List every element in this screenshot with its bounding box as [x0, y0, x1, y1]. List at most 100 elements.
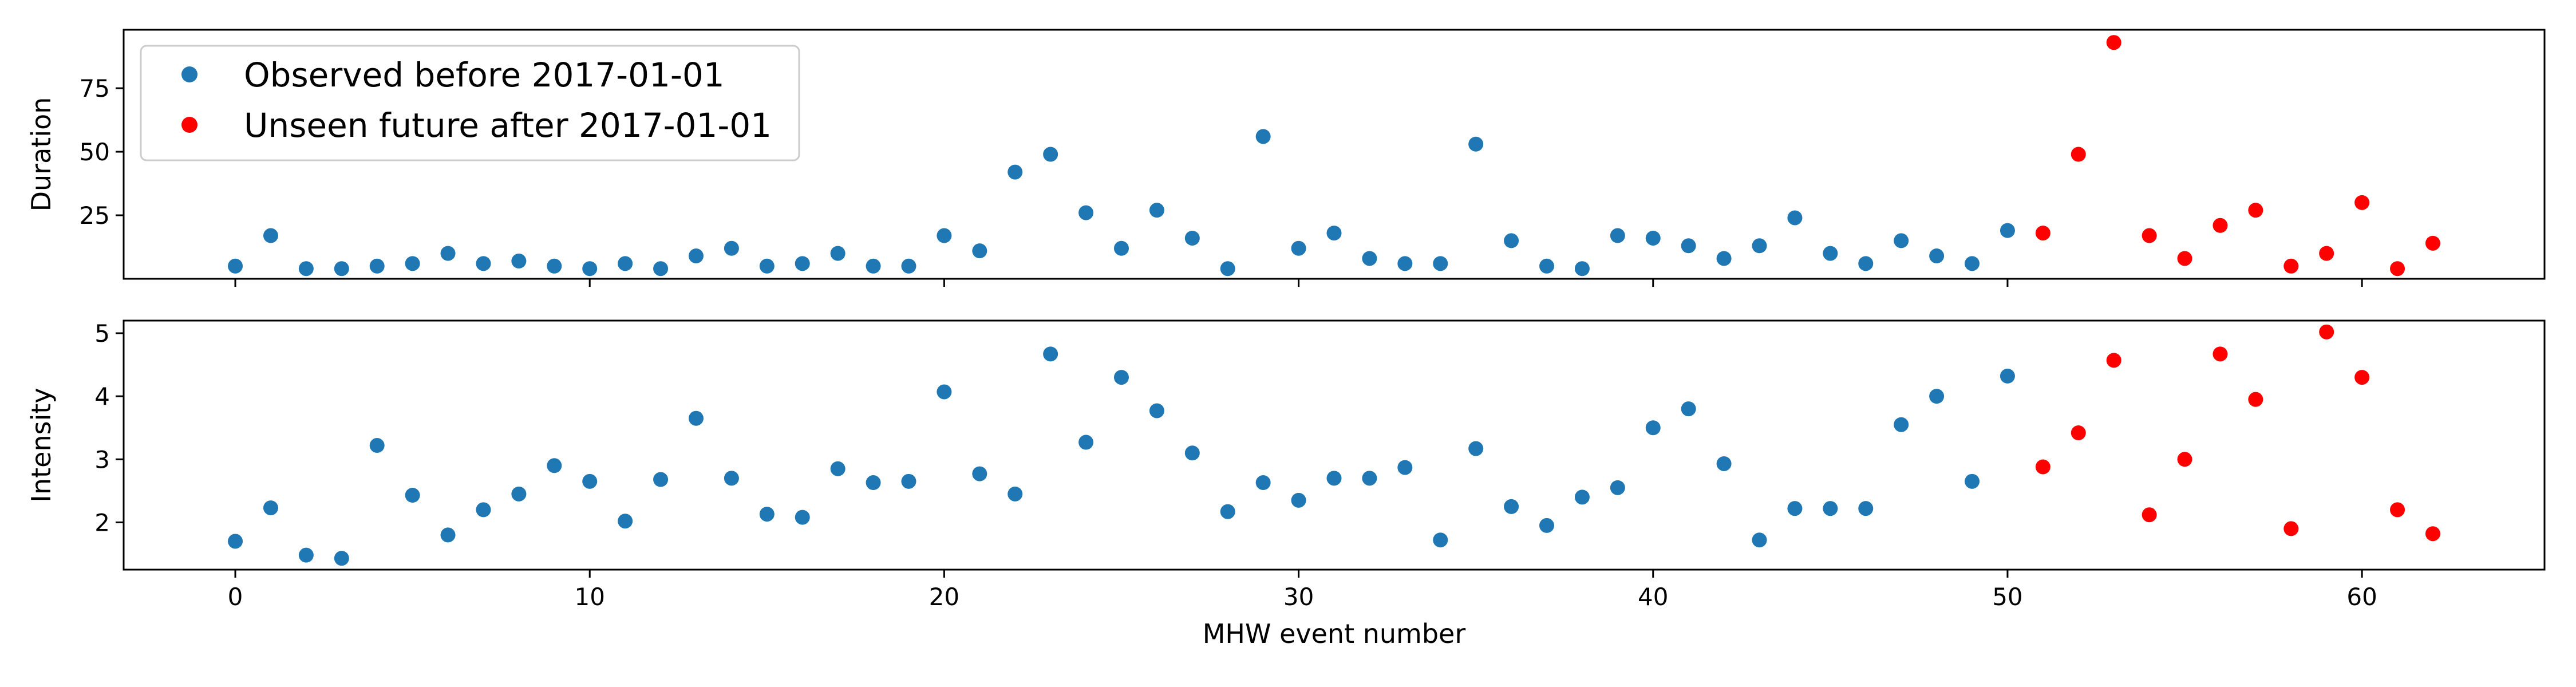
data-point-0-0 — [1752, 238, 1767, 254]
data-point-1-1 — [2106, 353, 2121, 368]
data-point-0-0 — [1008, 164, 1023, 180]
data-point-0-0 — [263, 228, 278, 243]
data-point-0-0 — [937, 228, 952, 243]
data-point-0-0 — [1787, 210, 1803, 226]
data-point-0-0 — [1858, 256, 1874, 271]
data-point-0-1 — [2142, 228, 2157, 243]
data-point-0-0 — [1504, 233, 1519, 248]
data-point-1-0 — [1716, 456, 1732, 471]
plot-frame-1 — [123, 319, 2546, 571]
data-point-0-0 — [1965, 256, 1980, 271]
data-point-1-0 — [1149, 403, 1164, 418]
data-point-0-1 — [2283, 258, 2299, 274]
data-point-1-0 — [830, 461, 846, 476]
data-point-1-1 — [2035, 459, 2050, 475]
data-point-1-0 — [1326, 471, 1342, 486]
data-point-1-0 — [1113, 370, 1129, 385]
data-point-1-0 — [1504, 499, 1519, 514]
data-point-0-1 — [2035, 226, 2050, 241]
x-tick-label: 50 — [1992, 583, 2022, 611]
data-point-1-0 — [1291, 492, 1306, 508]
data-point-1-1 — [2212, 346, 2228, 362]
data-point-0-1 — [2425, 235, 2440, 251]
data-point-1-0 — [369, 438, 385, 453]
data-point-1-1 — [2390, 502, 2405, 518]
data-point-1-0 — [405, 488, 420, 503]
data-point-1-0 — [1078, 435, 1094, 450]
data-point-1-0 — [1433, 532, 1448, 548]
data-point-0-0 — [1078, 205, 1094, 220]
data-point-1-0 — [2000, 368, 2015, 384]
data-point-0-0 — [440, 246, 456, 261]
y-tick-label-0: 25 — [80, 202, 110, 230]
data-point-0-0 — [972, 243, 987, 259]
data-point-0-0 — [1043, 147, 1058, 162]
data-point-1-0 — [901, 473, 916, 489]
data-point-0-0 — [1610, 228, 1625, 243]
data-point-0-0 — [334, 261, 349, 277]
data-point-0-0 — [724, 240, 739, 256]
data-point-0-0 — [1539, 258, 1555, 274]
data-point-1-0 — [795, 510, 810, 525]
data-point-1-0 — [228, 534, 243, 549]
x-tick-label: 20 — [929, 583, 959, 611]
data-point-1-0 — [866, 475, 881, 491]
data-point-0-0 — [1397, 256, 1413, 271]
data-point-0-0 — [653, 261, 669, 277]
data-point-1-1 — [2142, 507, 2157, 523]
data-point-0-1 — [2248, 203, 2263, 218]
data-point-0-1 — [2071, 147, 2086, 162]
data-point-1-0 — [1008, 486, 1023, 502]
data-point-0-0 — [1362, 251, 1377, 266]
data-point-0-0 — [1149, 203, 1164, 218]
data-point-1-0 — [1610, 480, 1625, 495]
y-tick-label-0: 50 — [80, 138, 110, 166]
y-axis-title-0: Duration — [26, 97, 57, 212]
data-point-1-0 — [547, 458, 562, 473]
data-point-0-0 — [228, 258, 243, 274]
data-point-0-0 — [1681, 238, 1696, 254]
data-point-1-1 — [2319, 324, 2334, 339]
data-point-0-0 — [369, 258, 385, 274]
data-point-1-0 — [1397, 460, 1413, 475]
data-point-0-0 — [688, 248, 704, 264]
data-point-1-0 — [1965, 473, 1980, 489]
data-point-0-0 — [1929, 248, 1945, 264]
data-point-0-0 — [476, 256, 491, 271]
legend-marker-1 — [181, 117, 197, 133]
data-point-1-0 — [1184, 445, 1200, 461]
data-point-1-1 — [2177, 452, 2192, 467]
y-axis-title-1: Intensity — [26, 388, 57, 502]
y-tick-label-1: 5 — [94, 319, 110, 348]
data-point-0-0 — [759, 258, 775, 274]
data-point-0-1 — [2390, 261, 2405, 277]
data-point-1-1 — [2071, 425, 2086, 441]
data-point-0-0 — [1433, 256, 1448, 271]
data-point-0-0 — [547, 258, 562, 274]
data-point-0-1 — [2212, 218, 2228, 233]
data-point-0-0 — [1291, 240, 1306, 256]
x-tick-label: 40 — [1638, 583, 1668, 611]
data-point-1-0 — [1929, 389, 1945, 404]
data-point-1-0 — [476, 502, 491, 518]
data-point-1-0 — [1220, 504, 1235, 519]
data-point-1-0 — [1255, 475, 1271, 491]
data-point-0-1 — [2106, 35, 2121, 50]
x-axis-title: MHW event number — [1203, 618, 1466, 649]
data-point-1-0 — [972, 466, 987, 481]
data-point-1-0 — [1574, 489, 1590, 505]
y-tick-label-1: 2 — [94, 508, 110, 536]
data-point-0-0 — [1894, 233, 1909, 248]
data-point-0-0 — [511, 253, 527, 269]
data-point-1-0 — [1858, 501, 1874, 516]
data-point-0-0 — [298, 261, 314, 277]
data-point-0-0 — [795, 256, 810, 271]
data-point-1-1 — [2354, 370, 2370, 385]
data-point-0-0 — [1468, 136, 1484, 152]
data-point-0-0 — [830, 246, 846, 261]
data-point-1-0 — [688, 410, 704, 426]
data-point-0-0 — [1113, 240, 1129, 256]
data-point-0-0 — [1184, 230, 1200, 246]
data-point-0-1 — [2319, 246, 2334, 261]
data-point-0-0 — [1574, 261, 1590, 277]
